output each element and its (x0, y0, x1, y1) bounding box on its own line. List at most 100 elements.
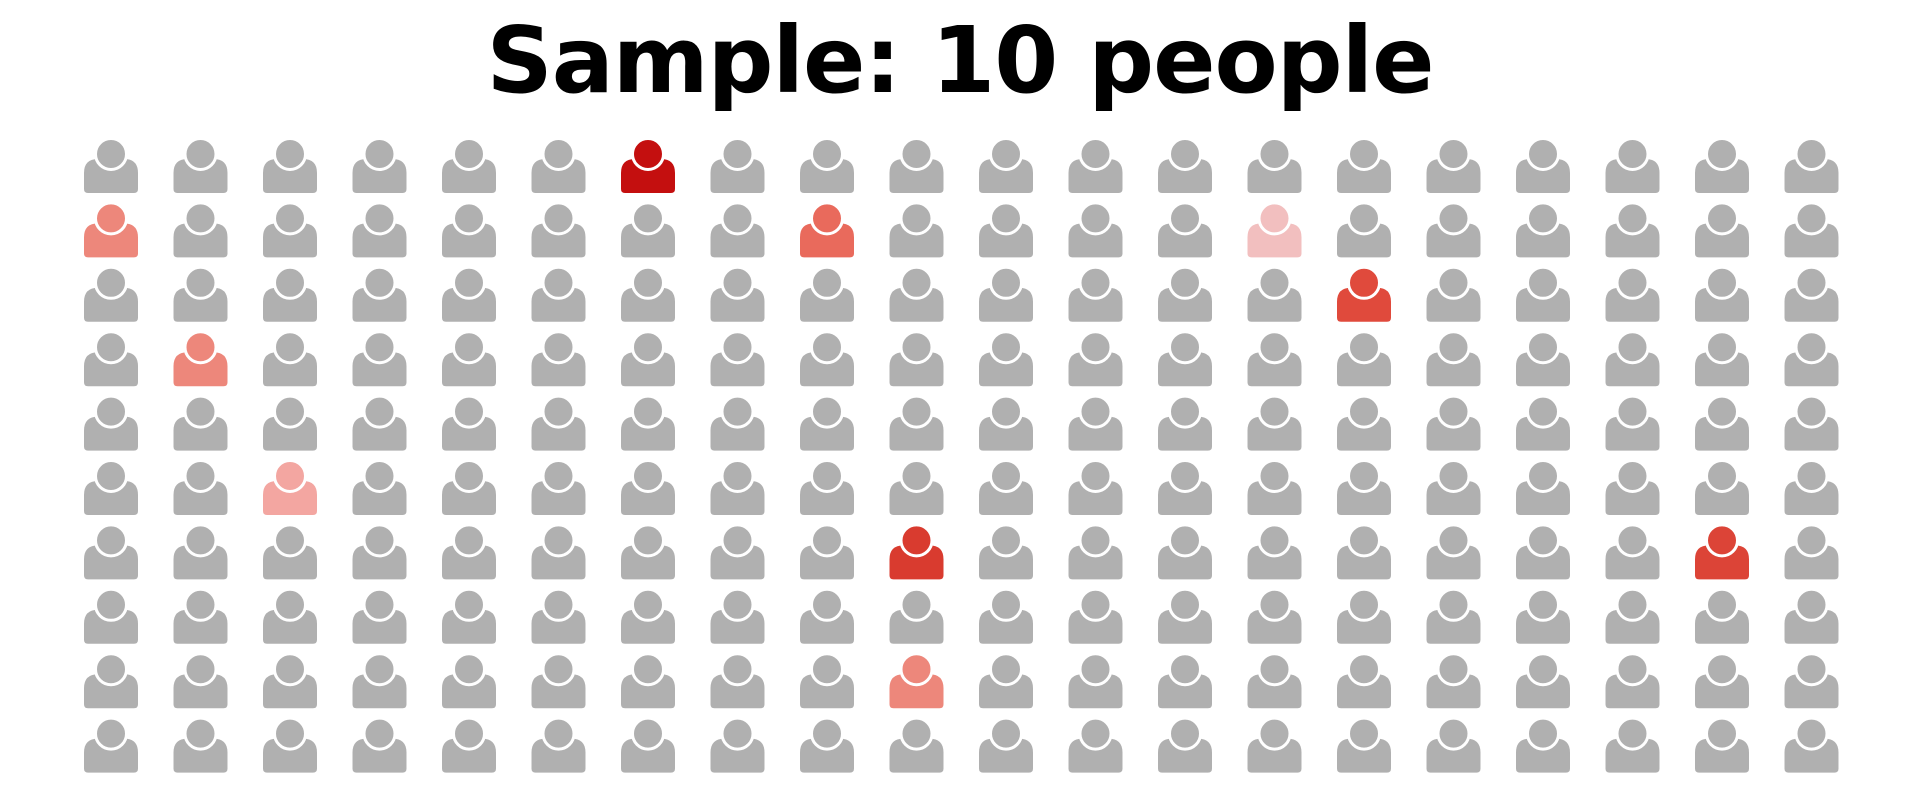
person-body (531, 609, 586, 644)
person-icon (1247, 459, 1302, 515)
person-icon (621, 716, 675, 773)
person-icon (710, 523, 765, 580)
person-body (84, 416, 138, 451)
person-head (1436, 716, 1471, 751)
person-body (263, 545, 317, 580)
person-body (1784, 352, 1839, 387)
person-body (1068, 287, 1123, 322)
person-body (710, 416, 765, 451)
person-body (1605, 159, 1660, 193)
person-body (1337, 416, 1391, 451)
person-icon (263, 265, 317, 322)
person-icon (1247, 587, 1302, 644)
person-head (1526, 523, 1560, 558)
person-icon (1068, 523, 1123, 580)
person-body (1068, 609, 1123, 644)
person-icon (442, 652, 496, 709)
person-body (1247, 352, 1302, 387)
person-body (263, 352, 317, 387)
person-icon (621, 330, 675, 387)
person-body (889, 352, 944, 387)
person-head (94, 201, 128, 236)
person-body (800, 481, 854, 515)
person-body (442, 287, 496, 322)
person-head (1257, 587, 1292, 622)
person-body (1695, 416, 1749, 451)
person-icon (173, 137, 228, 193)
person-body (263, 159, 317, 193)
person-icon-highlighted (1247, 201, 1302, 258)
person-body (621, 416, 675, 451)
person-head (1257, 265, 1292, 300)
person-icon (621, 201, 675, 258)
person-head (899, 523, 934, 558)
person-body (1426, 352, 1481, 387)
person-head (183, 459, 218, 493)
person-head (899, 201, 934, 236)
person-icon (531, 394, 586, 451)
person-head (94, 587, 128, 622)
person-head (541, 330, 576, 365)
person-icon (531, 137, 586, 193)
person-head (183, 587, 218, 622)
person-head (1257, 201, 1292, 236)
person-icon (1068, 137, 1123, 193)
person-icon (1695, 201, 1749, 258)
person-icon (1158, 459, 1212, 515)
person-head (1526, 330, 1560, 365)
person-icon (889, 394, 944, 451)
person-body (352, 674, 407, 709)
person-head (1705, 587, 1739, 622)
person-icon (889, 459, 944, 515)
person-icon (1426, 330, 1481, 387)
person-body (1516, 159, 1570, 193)
person-body (263, 223, 317, 258)
person-head (1168, 652, 1202, 687)
person-body (1337, 609, 1391, 644)
person-head (1526, 652, 1560, 687)
person-icon (442, 265, 496, 322)
person-body (1695, 223, 1749, 258)
person-body (979, 481, 1033, 515)
person-head (1347, 330, 1381, 365)
person-body (979, 738, 1033, 773)
person-icon (1516, 459, 1570, 515)
person-head (1794, 137, 1829, 171)
person-head (631, 201, 665, 236)
person-body (531, 287, 586, 322)
person-head (183, 523, 218, 558)
person-icon (1695, 716, 1749, 773)
person-icon (1695, 587, 1749, 644)
person-body (1068, 738, 1123, 773)
person-head (94, 394, 128, 429)
person-icon (800, 716, 854, 773)
person-icon (84, 459, 138, 515)
person-head (1794, 201, 1829, 236)
person-head (1436, 652, 1471, 687)
person-head (631, 394, 665, 429)
person-icon (1337, 201, 1391, 258)
person-body (263, 609, 317, 644)
person-icon (1337, 394, 1391, 451)
person-body (1784, 287, 1839, 322)
person-body (173, 738, 228, 773)
person-icon (1605, 587, 1660, 644)
person-head (1257, 716, 1292, 751)
person-head (1615, 716, 1650, 751)
person-icon (1516, 137, 1570, 193)
person-icon (1068, 652, 1123, 709)
person-icon (979, 137, 1033, 193)
person-body (800, 738, 854, 773)
person-body (1158, 352, 1212, 387)
person-icon (1426, 459, 1481, 515)
person-head (452, 587, 486, 622)
person-head (1705, 394, 1739, 429)
person-icon (1516, 523, 1570, 580)
person-body (621, 352, 675, 387)
person-icon (352, 523, 407, 580)
person-icon (710, 265, 765, 322)
person-head (452, 652, 486, 687)
person-icon (889, 137, 944, 193)
person-icon (84, 394, 138, 451)
person-icon (1695, 652, 1749, 709)
